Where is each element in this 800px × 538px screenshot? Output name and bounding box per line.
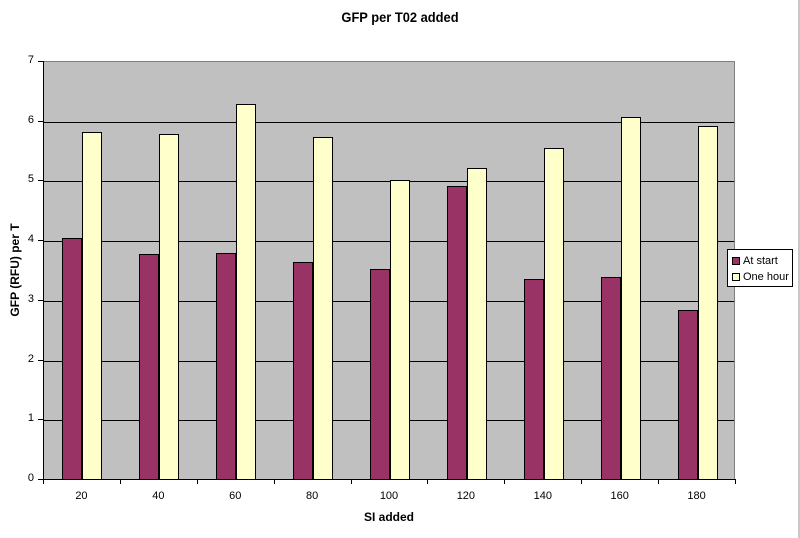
x-tick <box>43 479 44 484</box>
y-tick <box>38 479 43 480</box>
y-axis-label: GFP (RFU) per T <box>8 223 22 317</box>
bar-at-start <box>523 278 544 480</box>
y-axis <box>43 61 44 480</box>
y-tick <box>38 419 43 421</box>
x-tick-label: 120 <box>456 490 476 502</box>
x-tick <box>735 479 736 484</box>
bar-at-start <box>293 262 314 480</box>
bar-one-hour <box>543 148 564 480</box>
chart-title: GFP per T02 added <box>341 9 459 25</box>
x-tick <box>196 479 198 484</box>
bar-at-start <box>139 254 160 480</box>
y-tick <box>38 240 43 242</box>
y-tick-label: 5 <box>27 173 34 186</box>
y-tick <box>38 299 43 301</box>
x-tick <box>581 479 583 484</box>
x-tick <box>427 479 429 484</box>
bar-one-hour <box>620 117 641 480</box>
bar-at-start <box>370 268 390 480</box>
bar-at-start <box>677 310 698 480</box>
bar-one-hour <box>466 168 487 480</box>
x-tick <box>504 479 506 484</box>
x-tick-label: 80 <box>305 490 319 502</box>
bar-one-hour <box>159 133 180 480</box>
bar-one-hour <box>697 126 718 480</box>
x-tick-label: 20 <box>75 490 88 502</box>
x-tick <box>350 479 352 484</box>
bar-at-start <box>62 238 83 480</box>
x-tick-label: 60 <box>229 490 242 502</box>
gridline <box>43 181 734 183</box>
y-tick <box>38 180 43 182</box>
bar-one-hour <box>313 136 334 480</box>
bar-at-start <box>600 277 621 480</box>
y-tick-label: 0 <box>27 472 34 484</box>
legend-label: At start <box>743 255 778 267</box>
y-tick-label: 4 <box>27 233 34 246</box>
bar-at-start <box>216 252 237 480</box>
x-tick <box>119 479 121 484</box>
x-tick-label: 180 <box>687 490 706 502</box>
y-tick-label: 2 <box>27 352 34 365</box>
bar-one-hour <box>82 132 103 480</box>
bar-one-hour <box>236 103 257 480</box>
legend-swatch-at-start <box>732 257 740 265</box>
x-tick <box>658 479 660 484</box>
y-tick-label: 3 <box>27 292 34 305</box>
x-tick-label: 140 <box>533 490 552 502</box>
x-tick-label: 160 <box>610 490 629 502</box>
x-tick <box>273 479 275 484</box>
legend: At start One hour <box>727 249 793 287</box>
y-tick <box>38 359 43 361</box>
x-axis-label: SI added <box>363 510 414 524</box>
legend-swatch-one-hour <box>732 273 740 281</box>
y-tick <box>38 120 43 122</box>
gridline <box>43 121 734 123</box>
y-tick <box>38 61 43 62</box>
legend-item-one-hour: One hour <box>732 270 789 284</box>
y-tick-label: 6 <box>27 113 34 126</box>
x-tick-label: 40 <box>152 490 165 502</box>
bar-at-start <box>446 186 467 480</box>
legend-item-at-start: At start <box>732 254 778 268</box>
frame-border <box>798 0 800 538</box>
gridline <box>43 241 734 243</box>
legend-label: One hour <box>743 271 789 283</box>
y-tick-label: 7 <box>27 54 34 66</box>
bar-one-hour <box>390 180 410 480</box>
x-tick-label: 100 <box>379 490 399 502</box>
y-tick-label: 1 <box>27 412 34 425</box>
